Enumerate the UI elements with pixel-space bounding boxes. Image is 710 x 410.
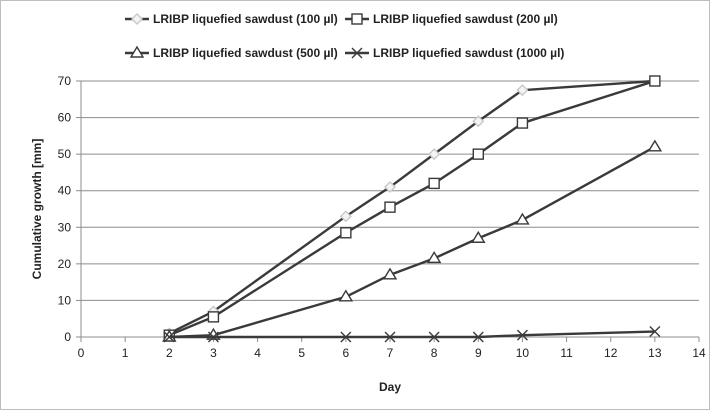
data-point: [382, 267, 398, 280]
data-point: [516, 329, 528, 341]
series-line: [169, 145, 656, 339]
data-point: [340, 227, 352, 239]
data-point: [384, 331, 396, 343]
data-point: [384, 201, 396, 213]
x-tick-label: 1: [122, 346, 129, 360]
data-point: [472, 148, 484, 160]
legend-item-1: LRIBP liquefied sawdust (100 µl): [125, 12, 338, 26]
x-tick-label: 14: [692, 346, 706, 360]
x-tick-label: 6: [343, 346, 350, 360]
y-axis-title: Cumulative growth [mm]: [30, 139, 44, 280]
x-tick-label: 12: [604, 346, 618, 360]
y-tick-label: 50: [58, 147, 72, 161]
marker-stroke: [649, 326, 661, 338]
data-point: [426, 251, 442, 264]
data-point: [207, 331, 219, 343]
data-point: [340, 331, 352, 343]
data-point: [649, 326, 661, 338]
legend-item-4: LRIBP liquefied sawdust (1000 µl): [345, 46, 564, 60]
marker-stroke: [163, 331, 175, 343]
x-axis-title: Day: [379, 380, 401, 394]
x-tick-label: 7: [387, 346, 394, 360]
legend-label: LRIBP liquefied sawdust (200 µl): [373, 12, 558, 26]
marker-stroke: [384, 331, 396, 343]
data-point: [516, 84, 529, 97]
series-group: [162, 75, 663, 343]
marker-stroke: [472, 331, 484, 343]
series-line: [168, 79, 656, 337]
y-tick-label: 0: [64, 330, 71, 344]
y-tick-label: 60: [58, 111, 72, 125]
data-point: [472, 115, 485, 128]
data-point: [428, 177, 440, 190]
y-tick-label: 20: [58, 257, 72, 271]
legend-item-2: LRIBP liquefied sawdust (200 µl): [345, 12, 558, 26]
legend-label: LRIBP liquefied sawdust (1000 µl): [373, 46, 564, 60]
marker-stroke: [207, 331, 219, 343]
x-tick-label: 4: [254, 346, 261, 360]
series-1: [163, 75, 661, 340]
x-tick-label: 13: [648, 346, 662, 360]
y-tick-label: 10: [58, 293, 72, 307]
x-tick-label: 2: [166, 346, 173, 360]
x-tick-labels: 0 1 2 3 4 5 6 7 8 9 10 11 12 13 14: [78, 346, 706, 360]
y-tick-label: 40: [58, 184, 72, 198]
marker-stroke: [428, 331, 440, 343]
series-line: [169, 330, 655, 339]
x-tick-label: 3: [210, 346, 217, 360]
x-tick-label: 5: [298, 346, 305, 360]
y-tick-label: 30: [58, 220, 72, 234]
data-point: [471, 230, 486, 243]
legend-marker: [131, 13, 143, 25]
data-point: [649, 75, 661, 87]
y-tick-labels: 0 10 20 30 40 50 60 70: [58, 74, 72, 344]
legend-marker: [351, 47, 363, 59]
legend-item-3: LRIBP liquefied sawdust (500 µl): [125, 45, 338, 60]
x-tick-label: 9: [475, 346, 482, 360]
series-line: [168, 79, 655, 335]
data-point: [163, 331, 175, 343]
gridlines: [81, 80, 699, 301]
marker-stroke: [351, 47, 363, 59]
x-tick-label: 10: [516, 346, 530, 360]
x-tick-label: 0: [78, 346, 85, 360]
data-point: [428, 331, 440, 343]
data-point: [515, 212, 530, 225]
y-tick-label: 70: [58, 74, 72, 88]
data-point: [472, 331, 484, 343]
data-point: [647, 139, 663, 152]
legend: LRIBP liquefied sawdust (100 µl) LRIBP li…: [125, 12, 564, 60]
x-tick-label: 11: [560, 346, 573, 360]
legend-marker: [351, 13, 363, 25]
marker-stroke: [516, 329, 528, 341]
legend-label: LRIBP liquefied sawdust (500 µl): [153, 46, 338, 60]
data-point: [384, 181, 396, 194]
legend-label: LRIBP liquefied sawdust (100 µl): [153, 12, 338, 26]
legend-marker: [129, 45, 145, 58]
x-tick-label: 8: [431, 346, 438, 360]
series-4: [163, 326, 661, 343]
data-point: [428, 148, 441, 161]
data-point: [339, 210, 352, 223]
data-point: [207, 311, 220, 323]
data-point: [516, 117, 529, 129]
marker-stroke: [340, 331, 352, 343]
data-point: [338, 289, 354, 302]
series-3: [162, 139, 663, 342]
